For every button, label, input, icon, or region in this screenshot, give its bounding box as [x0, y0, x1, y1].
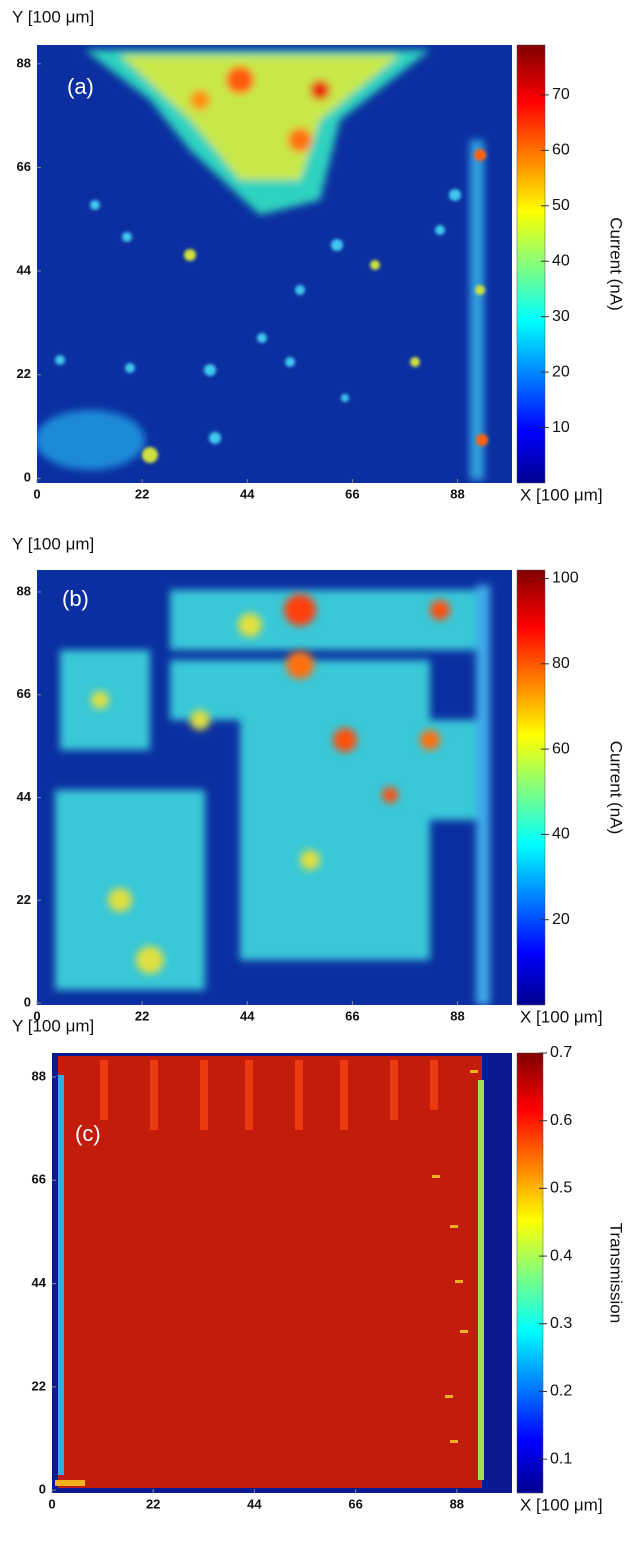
colorbar-tick-label: 0.6 [550, 1112, 572, 1129]
heatmap-c [52, 1053, 512, 1493]
y-tick-label: 88 [17, 583, 31, 598]
y-tick-label: 0 [24, 995, 31, 1010]
y-axis-label: Y [100 μm] [12, 534, 94, 553]
colorbar-tick-label: 0.3 [550, 1315, 572, 1332]
y-tick-label: 88 [17, 55, 31, 70]
y-tick-label: 22 [17, 892, 31, 907]
x-tick-label: 0 [33, 1008, 40, 1023]
y-tick-label: 88 [32, 1068, 46, 1083]
colorbar-tick-label: 10 [552, 419, 570, 436]
colorbar-label: Transmission [607, 1223, 626, 1323]
x-tick-label: 66 [345, 1008, 359, 1023]
colorbar-tick-label: 60 [552, 142, 570, 159]
y-tick-label: 66 [32, 1172, 46, 1187]
heatmap-b [37, 570, 512, 1005]
colorbar [516, 44, 546, 484]
x-axis-label: X [100 μm] [520, 1495, 603, 1514]
x-tick-label: 88 [450, 486, 464, 501]
y-axis-label: Y [100 μm] [12, 7, 94, 26]
colorbar [516, 1052, 544, 1494]
colorbar-tick-label: 50 [552, 197, 570, 214]
x-tick-label: 0 [33, 486, 40, 501]
y-tick-label: 44 [32, 1275, 47, 1290]
colorbar-tick-label: 20 [552, 363, 570, 380]
x-tick-label: 66 [348, 1496, 362, 1511]
colorbar [516, 569, 546, 1006]
x-tick-label: 88 [450, 1496, 464, 1511]
colorbar-tick-label: 40 [552, 252, 570, 269]
y-tick-label: 22 [32, 1378, 46, 1393]
colorbar-tick-label: 100 [552, 570, 579, 587]
x-axis-label: X [100 μm] [520, 485, 603, 504]
panel-label: (b) [62, 586, 89, 611]
x-axis-label: X [100 μm] [520, 1007, 603, 1026]
colorbar-tick-label: 0.4 [550, 1247, 572, 1264]
y-tick-label: 0 [24, 470, 31, 485]
panel-label: (c) [75, 1121, 101, 1146]
colorbar-tick-label: 0.7 [550, 1044, 572, 1061]
colorbar-tick-label: 30 [552, 308, 570, 325]
colorbar-tick-label: 60 [552, 740, 570, 757]
colorbar-tick-label: 70 [552, 86, 570, 103]
colorbar-label: Current (nA) [607, 741, 626, 835]
y-tick-label: 22 [17, 366, 31, 381]
x-tick-label: 22 [135, 1008, 149, 1023]
colorbar-tick-label: 20 [552, 911, 570, 928]
colorbar-tick-label: 80 [552, 655, 570, 672]
x-tick-label: 22 [135, 486, 149, 501]
y-axis-label: Y [100 μm] [12, 1016, 94, 1035]
colorbar-tick-label: 40 [552, 826, 570, 843]
y-tick-label: 66 [17, 686, 31, 701]
heatmap-a [37, 45, 512, 483]
x-tick-label: 44 [240, 486, 255, 501]
panel-label: (a) [67, 74, 94, 99]
y-tick-label: 66 [17, 159, 31, 174]
x-tick-label: 44 [247, 1496, 262, 1511]
y-tick-label: 44 [17, 789, 32, 804]
x-tick-label: 0 [48, 1496, 55, 1511]
colorbar-tick-label: 0.5 [550, 1180, 572, 1197]
x-tick-label: 22 [146, 1496, 160, 1511]
y-tick-label: 44 [17, 263, 32, 278]
colorbar-label: Current (nA) [607, 217, 626, 311]
x-tick-label: 66 [345, 486, 359, 501]
colorbar-tick-label: 0.1 [550, 1450, 572, 1467]
x-tick-label: 44 [240, 1008, 255, 1023]
y-tick-label: 0 [39, 1482, 46, 1497]
x-tick-label: 88 [450, 1008, 464, 1023]
colorbar-tick-label: 0.2 [550, 1383, 572, 1400]
